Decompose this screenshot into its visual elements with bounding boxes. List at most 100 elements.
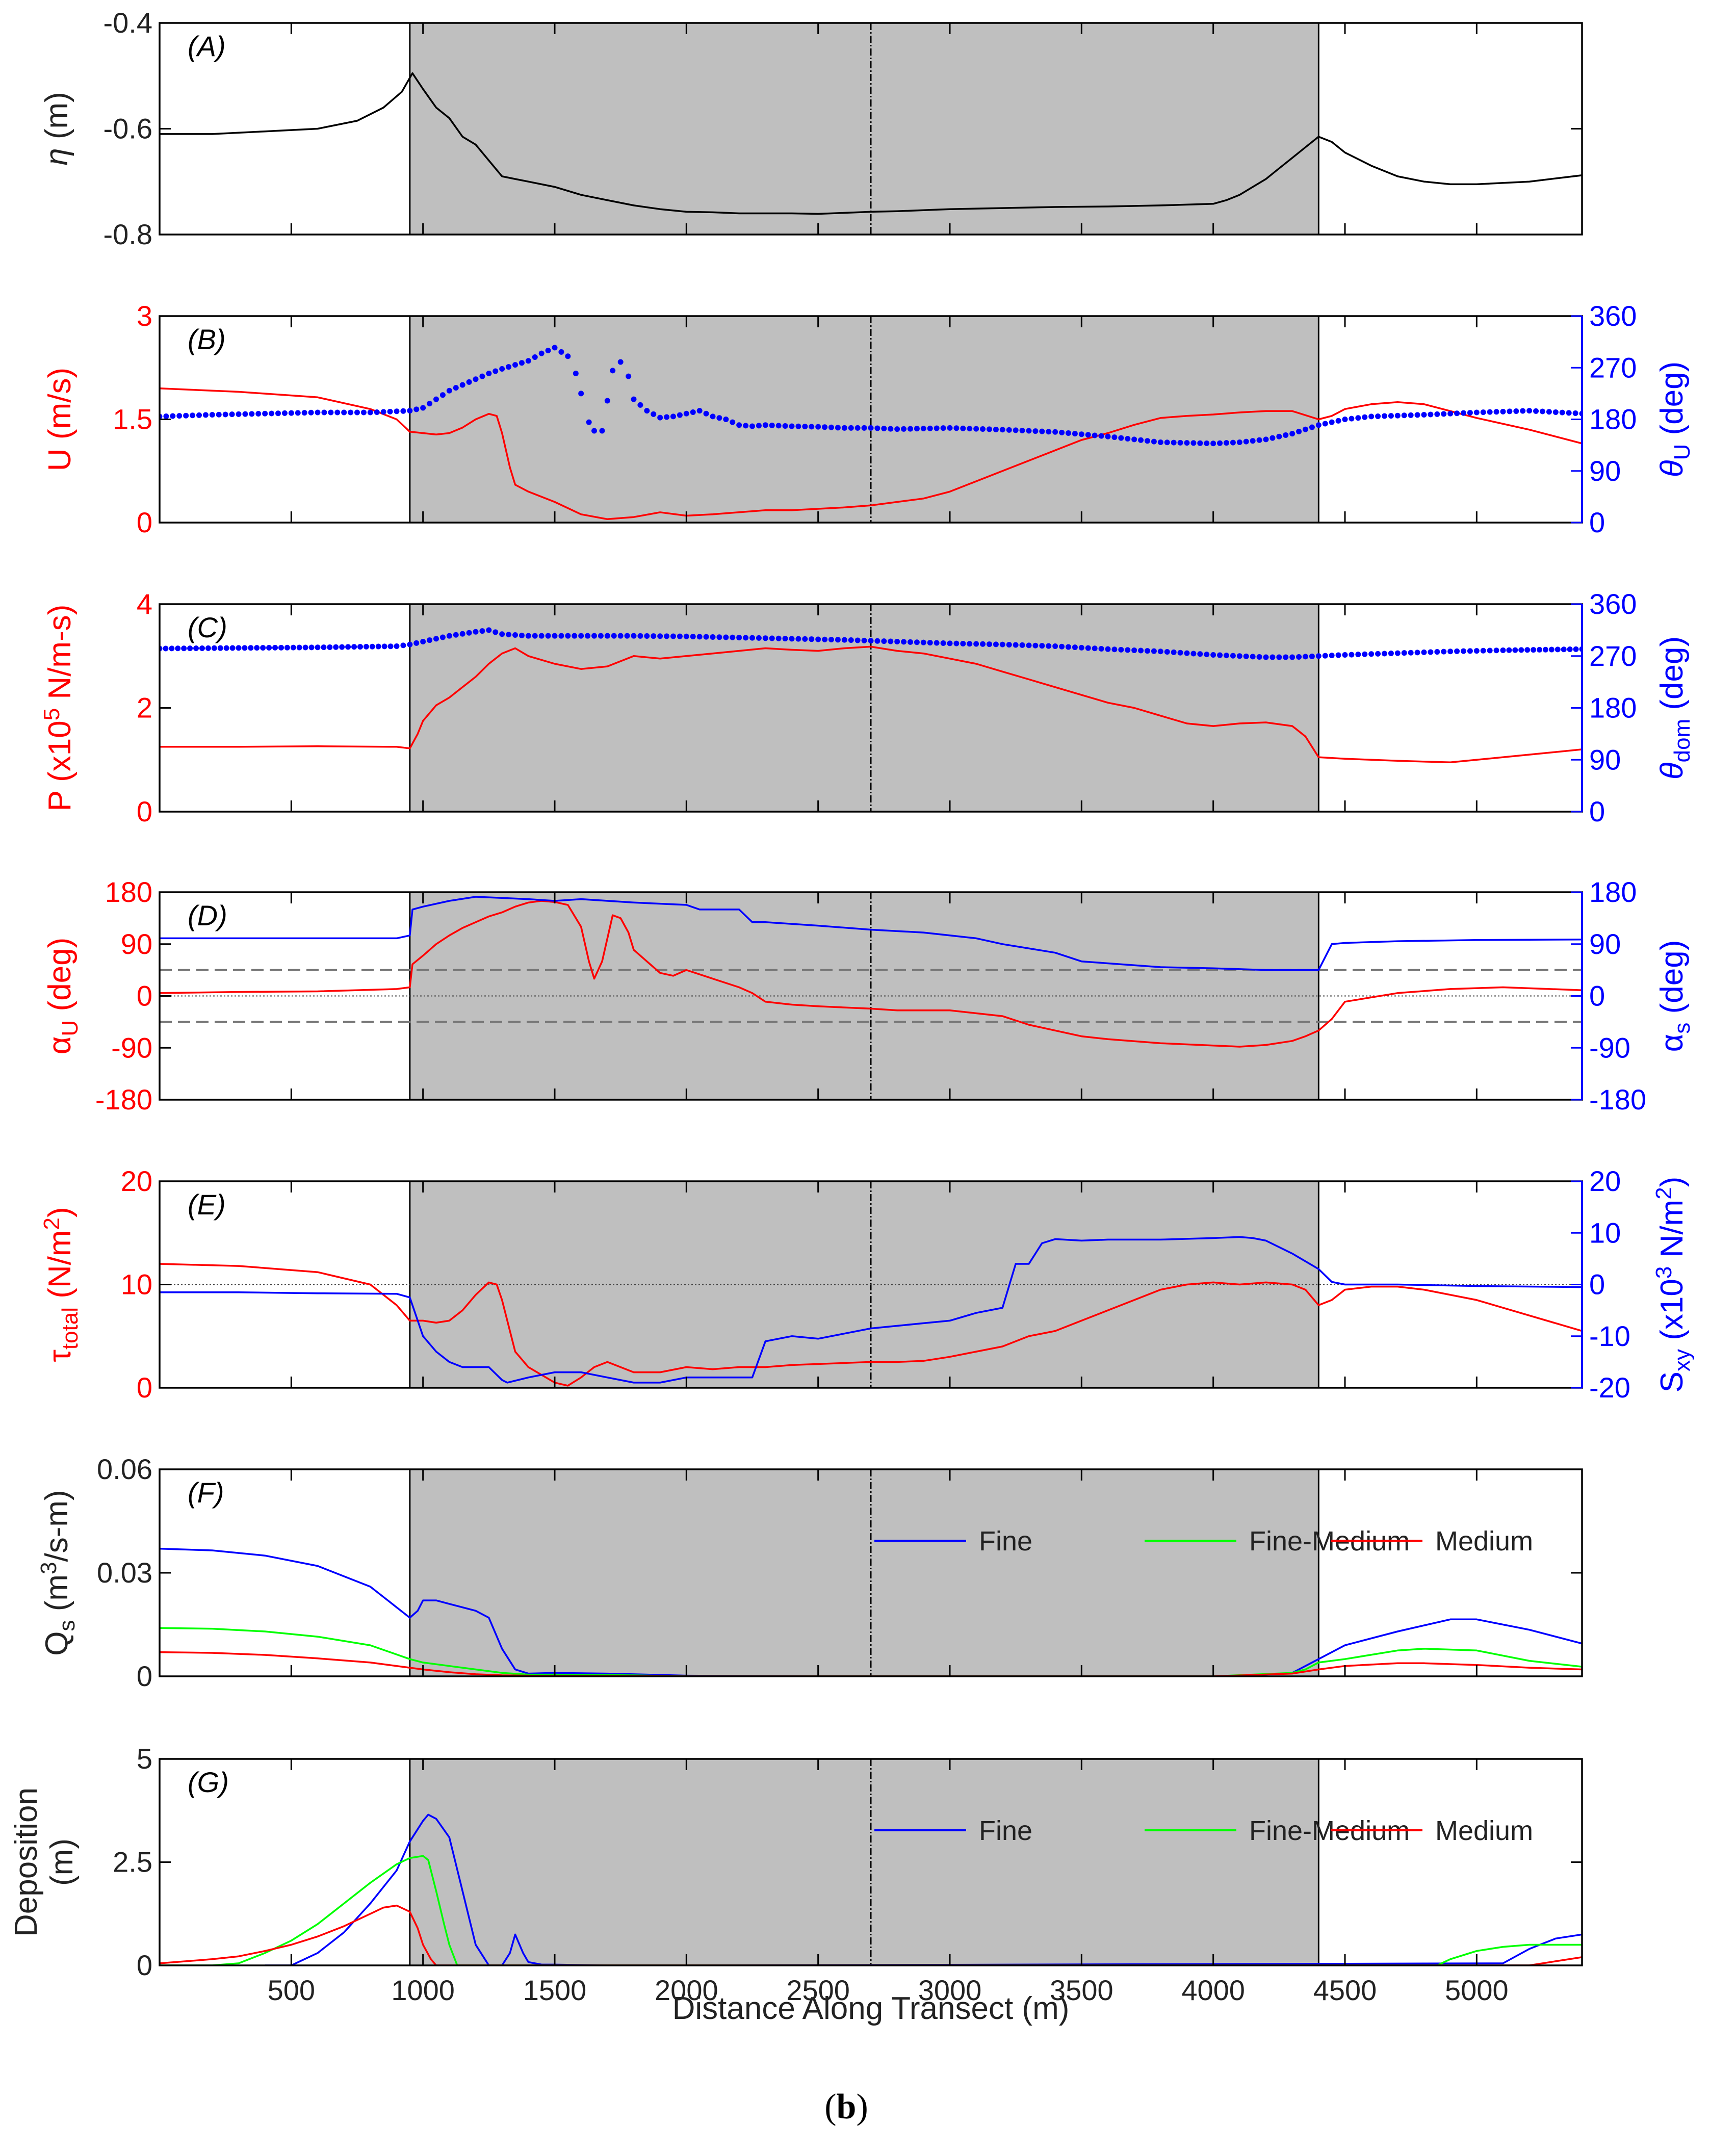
- data-point: [290, 644, 296, 651]
- data-point: [881, 638, 887, 644]
- y-tick-label-left: 90: [121, 928, 152, 960]
- data-point: [1447, 649, 1454, 655]
- data-point: [651, 633, 657, 639]
- data-point: [762, 635, 768, 641]
- data-point: [835, 637, 841, 643]
- data-point: [363, 643, 369, 650]
- ylabel-part-rest: (deg): [42, 938, 77, 1020]
- data-point: [272, 644, 278, 651]
- ylabel-part-rest2: N/m-s): [42, 605, 77, 708]
- data-point: [565, 353, 571, 359]
- data-point: [960, 640, 966, 646]
- data-point: [789, 636, 795, 642]
- data-point: [1006, 427, 1012, 433]
- data-point: [967, 641, 973, 647]
- data-point: [249, 411, 255, 417]
- data-point: [1493, 409, 1499, 415]
- data-point: [341, 409, 347, 416]
- data-point: [242, 411, 248, 417]
- data-point: [187, 645, 193, 652]
- data-point: [730, 634, 736, 640]
- data-point: [1085, 432, 1091, 438]
- data-point: [1046, 643, 1052, 649]
- data-point: [1230, 439, 1236, 446]
- y-tick-label-right: 180: [1589, 403, 1637, 435]
- data-point: [1296, 654, 1302, 660]
- data-point: [1414, 412, 1420, 418]
- data-point: [1526, 408, 1533, 414]
- data-point: [940, 640, 946, 646]
- data-point: [828, 637, 834, 643]
- data-point: [1382, 651, 1387, 657]
- legend-label-medium: Medium: [1435, 1526, 1533, 1557]
- data-point: [809, 636, 815, 642]
- data-point: [1269, 435, 1276, 441]
- data-point: [927, 425, 933, 431]
- ylabel-part-symbol: S: [1654, 1371, 1690, 1392]
- data-point: [339, 644, 345, 650]
- series-theta_dom: [160, 627, 1582, 660]
- data-point: [255, 411, 262, 417]
- data-point: [782, 423, 788, 429]
- data-point: [1092, 645, 1098, 652]
- data-point: [327, 644, 333, 650]
- panel-F: 0 0.03 0.06 (F) Qs (m3/s-m) Fine Fine-Medium Me…: [36, 1453, 1583, 1692]
- data-point: [854, 637, 861, 643]
- data-point: [868, 425, 874, 431]
- ylabel-part-sub: total: [58, 1307, 83, 1350]
- data-point: [631, 396, 637, 402]
- y-axis-label-right: θdom (deg): [1654, 636, 1695, 780]
- data-point: [1375, 651, 1381, 657]
- data-point: [278, 644, 284, 651]
- y-tick-label-right: 90: [1589, 743, 1621, 775]
- x-tick-label: 1000: [391, 1974, 455, 2006]
- data-point: [1131, 647, 1137, 653]
- y-tick-label-left: -90: [111, 1031, 152, 1064]
- data-point: [1531, 647, 1537, 653]
- data-point: [1342, 417, 1348, 422]
- ylabel-part-rest2: ): [42, 1207, 77, 1217]
- data-point: [920, 426, 926, 431]
- panel-label: (C): [188, 611, 227, 643]
- data-point: [828, 424, 834, 430]
- data-point: [927, 640, 933, 646]
- y-tick-label-right: 10: [1589, 1216, 1621, 1249]
- ylabel-part-symbol: P: [42, 791, 77, 811]
- data-point: [1230, 653, 1236, 659]
- data-point: [545, 348, 551, 353]
- data-point: [1224, 653, 1229, 659]
- data-point: [861, 637, 867, 643]
- y-tick-label-right: -20: [1589, 1371, 1630, 1404]
- data-point: [881, 426, 887, 431]
- data-point: [1561, 646, 1567, 653]
- data-point: [170, 413, 176, 419]
- data-point: [1236, 653, 1242, 659]
- data-point: [269, 410, 275, 417]
- data-point: [1236, 439, 1242, 445]
- ylabel-part-sub: s: [1670, 1023, 1695, 1034]
- data-point: [1171, 439, 1177, 446]
- y-tick-label-right: 270: [1589, 351, 1637, 383]
- data-point: [599, 428, 605, 434]
- data-point: [789, 423, 795, 429]
- y-axis-label-left: η (m): [39, 92, 74, 166]
- data-point: [1184, 650, 1190, 656]
- data-point: [499, 366, 505, 372]
- data-point: [1190, 651, 1197, 657]
- data-point: [987, 426, 992, 432]
- data-point: [1111, 434, 1118, 440]
- data-point: [1394, 412, 1401, 419]
- data-point: [321, 644, 327, 651]
- data-point: [473, 376, 479, 382]
- y-tick-label-left: 10: [121, 1268, 152, 1301]
- data-point: [1085, 645, 1091, 651]
- data-point: [1461, 648, 1466, 654]
- series-group: [160, 896, 1582, 1048]
- ylabel-part-sup: 2: [39, 1217, 64, 1230]
- data-point: [716, 634, 722, 640]
- series-line-P: [160, 645, 1582, 764]
- data-point: [236, 411, 242, 417]
- data-point: [1500, 408, 1506, 414]
- y-tick-label-right: 90: [1589, 928, 1621, 960]
